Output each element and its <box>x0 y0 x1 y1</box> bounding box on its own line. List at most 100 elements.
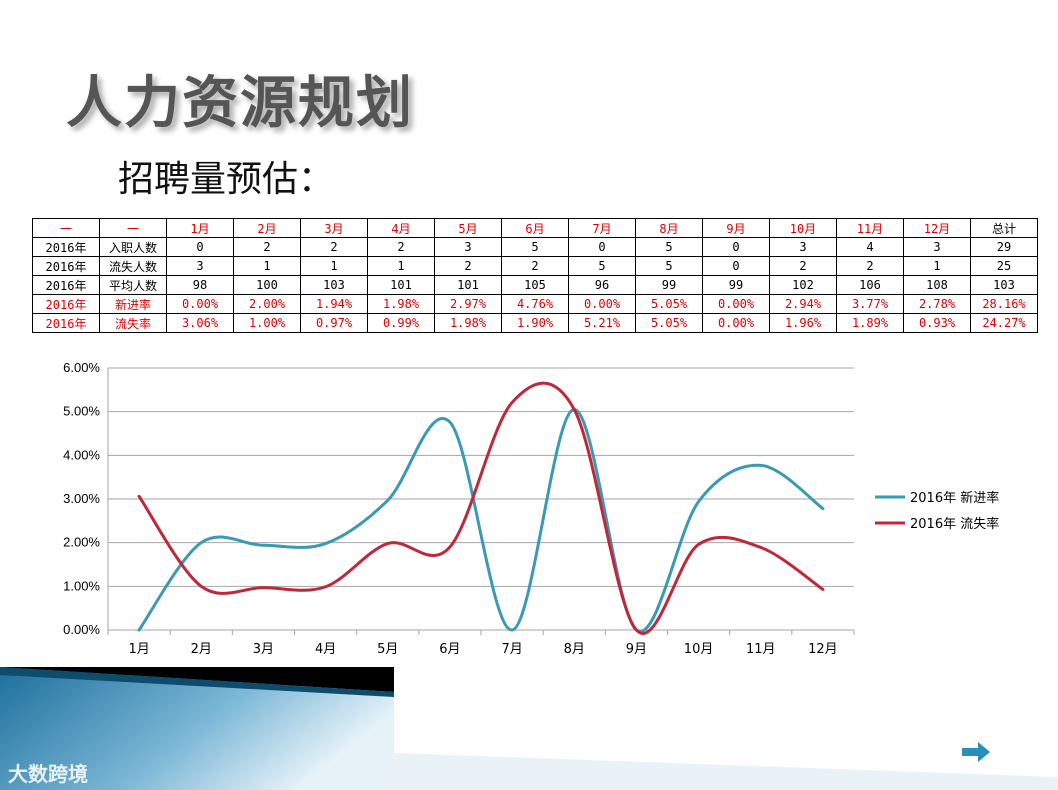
y-tick-label: 1.00% <box>63 578 100 593</box>
row-label-cell: 入职人数 <box>99 237 167 257</box>
y-tick-label: 0.00% <box>63 622 100 637</box>
value-cell: 100 <box>233 275 301 295</box>
value-cell: 101 <box>434 275 502 295</box>
table-row: 2016年 平均人数 98 100 103 101 101 105 96 99 99 102 106 10… <box>32 275 1038 295</box>
value-cell: 2 <box>769 256 837 276</box>
value-cell: 0.00% <box>702 313 770 333</box>
table-row: 2016年 新进率 0.00% 2.00% 1.94% 1.98% 2.97% 4.76% 0.… <box>32 294 1038 314</box>
data-table: 一一 1月 2月 3月 4月 5月 6月 7月 8月 9月 10月 11月 12月 总计 2016年 入职人数… <box>32 218 1038 333</box>
x-tick-label: 6月 <box>439 642 460 657</box>
y-tick-label: 4.00% <box>63 447 100 462</box>
value-cell: 2.97% <box>434 294 502 314</box>
value-cell: 3 <box>769 237 837 257</box>
table-header-row: 一一 1月 2月 3月 4月 5月 6月 7月 8月 9月 10月 11月 12月 总计 <box>32 218 1038 238</box>
header-cell: 11月 <box>836 218 904 238</box>
value-cell: 99 <box>702 275 770 295</box>
row-label-cell: 平均人数 <box>99 275 167 295</box>
value-cell: 2 <box>300 237 368 257</box>
x-tick-label: 1月 <box>128 642 149 657</box>
page-subtitle: 招聘量预估： <box>118 159 335 200</box>
value-cell: 106 <box>836 275 904 295</box>
header-cell: 一 <box>32 218 100 238</box>
value-cell: 2 <box>434 256 502 276</box>
value-cell: 99 <box>635 275 703 295</box>
value-cell: 1 <box>300 256 368 276</box>
row-year-cell: 2016年 <box>32 294 100 314</box>
total-cell: 103 <box>970 275 1038 295</box>
value-cell: 102 <box>769 275 837 295</box>
value-cell: 108 <box>903 275 971 295</box>
total-cell: 24.27% <box>970 313 1038 333</box>
value-cell: 5 <box>635 256 703 276</box>
value-cell: 5.05% <box>635 294 703 314</box>
value-cell: 1.96% <box>769 313 837 333</box>
value-cell: 0.00% <box>702 294 770 314</box>
x-tick-label: 12月 <box>808 642 838 657</box>
value-cell: 1 <box>367 256 435 276</box>
total-cell: 25 <box>970 256 1038 276</box>
total-cell: 29 <box>970 237 1038 257</box>
x-tick-label: 5月 <box>377 642 398 657</box>
table-row: 2016年 流失率 3.06% 1.00% 0.97% 0.99% 1.98% 1.90% 5.… <box>32 313 1038 333</box>
value-cell: 0.00% <box>166 294 234 314</box>
row-year-cell: 2016年 <box>32 275 100 295</box>
value-cell: 1.00% <box>233 313 301 333</box>
value-cell: 5.05% <box>635 313 703 333</box>
series-line <box>137 381 825 635</box>
header-cell: 2月 <box>233 218 301 238</box>
value-cell: 3 <box>434 237 502 257</box>
header-cell: 3月 <box>300 218 368 238</box>
page-title: 人力资源规划 <box>66 71 414 136</box>
value-cell: 3 <box>903 237 971 257</box>
value-cell: 1.98% <box>367 294 435 314</box>
value-cell: 96 <box>568 275 636 295</box>
x-tick-label: 4月 <box>315 642 336 657</box>
brand-logo: 大数跨境 <box>8 758 88 787</box>
value-cell: 1.94% <box>300 294 368 314</box>
table-row: 2016年 入职人数 0 2 2 2 3 5 0 5 0 3 4 3 29 <box>32 237 1038 257</box>
value-cell: 103 <box>300 275 368 295</box>
value-cell: 1 <box>903 256 971 276</box>
value-cell: 4 <box>836 237 904 257</box>
value-cell: 105 <box>501 275 569 295</box>
row-label-cell: 流失人数 <box>99 256 167 276</box>
value-cell: 0 <box>166 237 234 257</box>
value-cell: 2.00% <box>233 294 301 314</box>
value-cell: 2.78% <box>903 294 971 314</box>
header-cell: 一 <box>99 218 167 238</box>
value-cell: 1.98% <box>434 313 502 333</box>
value-cell: 5 <box>501 237 569 257</box>
line-chart: 0.00% 1.00% 2.00% 3.00% 4.00% 5.00% 6.00% 1月 2月 3… <box>63 360 999 657</box>
value-cell: 2 <box>367 237 435 257</box>
value-cell: 0 <box>568 237 636 257</box>
value-cell: 2 <box>233 237 301 257</box>
row-label-cell: 新进率 <box>99 294 167 314</box>
x-tick-label: 11月 <box>746 642 776 657</box>
value-cell: 5.21% <box>568 313 636 333</box>
arrow-right-icon[interactable] <box>962 742 992 762</box>
header-cell: 1月 <box>166 218 234 238</box>
y-tick-label: 5.00% <box>63 404 100 419</box>
x-tick-label: 2月 <box>191 642 212 657</box>
series-line <box>137 407 825 633</box>
value-cell: 3.06% <box>166 313 234 333</box>
x-tick-label: 7月 <box>501 642 522 657</box>
value-cell: 4.76% <box>501 294 569 314</box>
value-cell: 2.94% <box>769 294 837 314</box>
header-cell: 10月 <box>769 218 837 238</box>
y-tick-label: 6.00% <box>63 360 100 375</box>
header-cell: 9月 <box>702 218 770 238</box>
value-cell: 1.89% <box>836 313 904 333</box>
legend-label: 2016年 新进率 <box>910 490 999 506</box>
header-cell: 8月 <box>635 218 703 238</box>
logo-text: 大数跨境 <box>8 762 88 786</box>
footer-decoration <box>0 667 1058 790</box>
value-cell: 5 <box>568 256 636 276</box>
value-cell: 3 <box>166 256 234 276</box>
value-cell: 1.90% <box>501 313 569 333</box>
value-cell: 98 <box>166 275 234 295</box>
value-cell: 5 <box>635 237 703 257</box>
header-cell: 7月 <box>568 218 636 238</box>
x-tick-label: 9月 <box>626 642 647 657</box>
x-tick-label: 3月 <box>253 642 274 657</box>
